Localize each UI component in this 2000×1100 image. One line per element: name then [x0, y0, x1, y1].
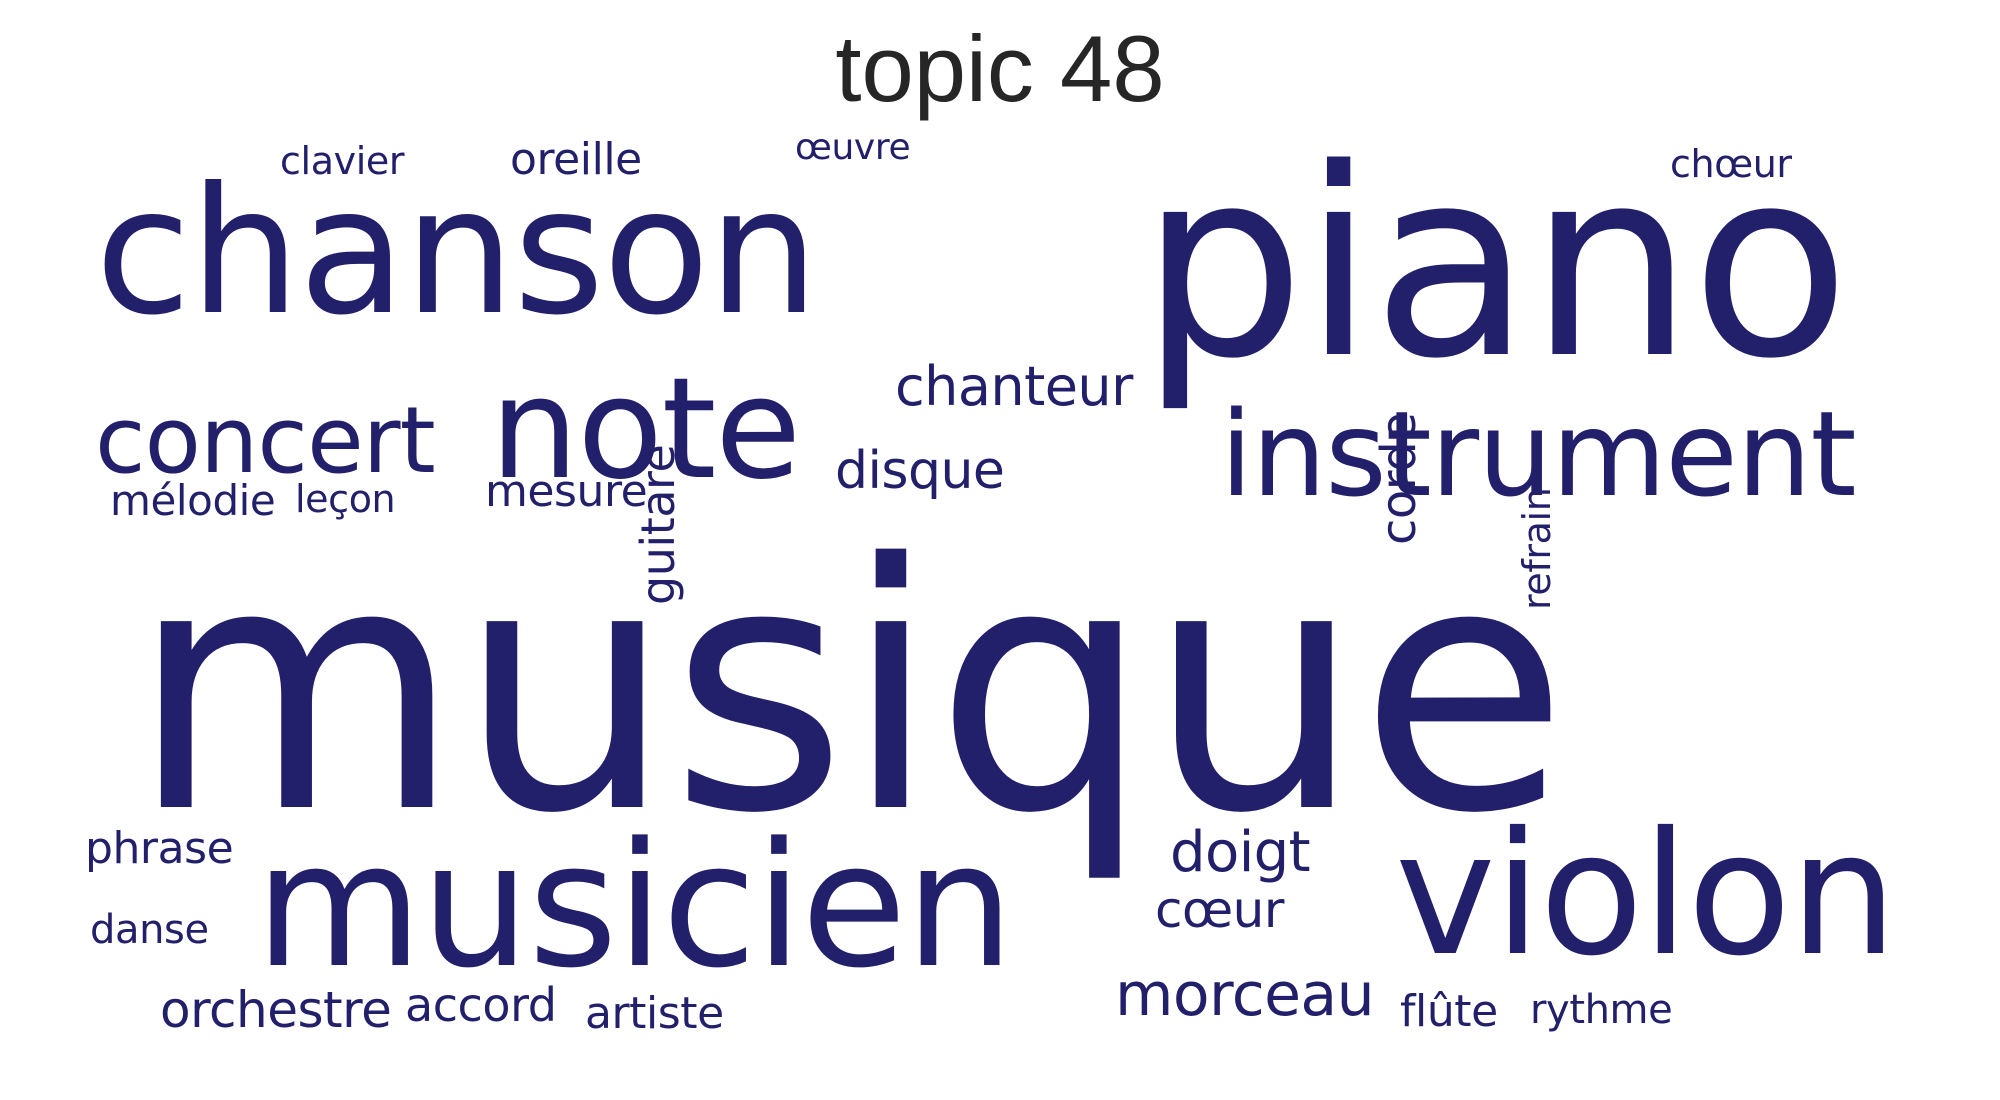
word-musique: musique — [130, 492, 1568, 888]
word-chanson: chanson — [95, 151, 819, 354]
word-refrain: refrain — [1515, 487, 1559, 610]
word-disque: disque — [835, 441, 1005, 501]
word-oreille: oreille — [510, 134, 642, 185]
figure-title: topic 48 — [835, 16, 1165, 121]
word-concert: concert — [95, 387, 436, 494]
word-instrument: instrument — [1220, 385, 1857, 523]
word-coeur: cœur — [1155, 881, 1284, 939]
word-musicien: musicien — [255, 805, 1014, 1006]
word-corde: corde — [1371, 412, 1427, 545]
word-accord: accord — [405, 978, 557, 1032]
word-rythme: rythme — [1530, 987, 1673, 1033]
word-doigt: doigt — [1170, 820, 1311, 885]
word-flute: flûte — [1400, 986, 1498, 1037]
word-danse: danse — [90, 907, 209, 953]
word-violon: violon — [1395, 796, 1897, 994]
word-melodie: mélodie — [110, 476, 276, 525]
word-morceau: morceau — [1115, 960, 1375, 1030]
word-mesure: mesure — [485, 466, 648, 517]
word-artiste: artiste — [585, 988, 724, 1039]
word-phrase: phrase — [85, 823, 234, 874]
word-clavier: clavier — [280, 139, 405, 183]
word-note: note — [490, 348, 801, 511]
word-lecon: leçon — [295, 477, 396, 521]
word-choeur: chœur — [1670, 142, 1792, 186]
word-orchestre: orchestre — [160, 981, 392, 1039]
word-chanteur: chanteur — [895, 355, 1133, 418]
word-oeuvre: œuvre — [795, 127, 911, 168]
word-piano: piano — [1140, 114, 1850, 416]
